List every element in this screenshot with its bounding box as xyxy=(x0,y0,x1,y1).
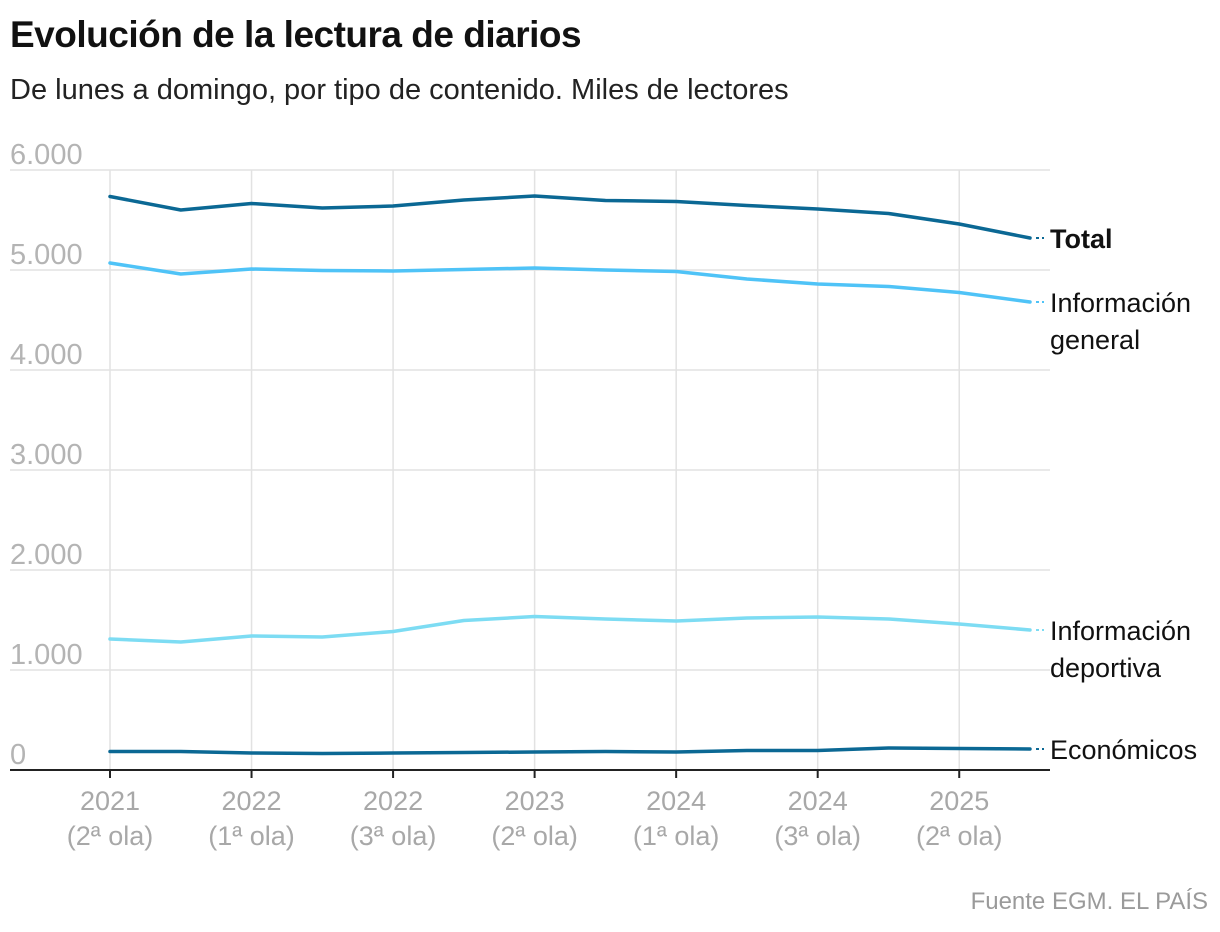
x-tick-label: 2023 xyxy=(505,786,565,816)
series-label-economicos: Económicos xyxy=(1050,735,1197,765)
x-tick-label: 2021 xyxy=(80,786,140,816)
x-tick-label-sub: (2ª ola) xyxy=(916,821,1003,851)
series-label-total: Total xyxy=(1050,224,1113,254)
x-tick-label-sub: (2ª ola) xyxy=(67,821,154,851)
x-tick-label-sub: (1ª ola) xyxy=(633,821,720,851)
x-tick-label-sub: (1ª ola) xyxy=(208,821,295,851)
y-tick-label: 3.000 xyxy=(10,439,83,471)
x-tick-label: 2022 xyxy=(221,786,281,816)
x-tick-label-sub: (3ª ola) xyxy=(350,821,437,851)
source-note: Fuente EGM. EL PAÍS xyxy=(970,888,1208,915)
x-tick-label: 2022 xyxy=(363,786,423,816)
y-tick-label: 6.000 xyxy=(10,139,83,171)
x-tick-label: 2024 xyxy=(788,786,848,816)
series-line-economicos xyxy=(108,746,1032,756)
y-tick-label: 1.000 xyxy=(10,639,83,671)
series-line-deportiva xyxy=(108,614,1032,644)
series-label-deportiva: Información xyxy=(1050,616,1191,646)
y-tick-label: 2.000 xyxy=(10,539,83,571)
x-tick-label: 2024 xyxy=(646,786,706,816)
series-label-general: Información xyxy=(1050,288,1191,318)
y-tick-label: 5.000 xyxy=(10,239,83,271)
chart-title: Evolución de la lectura de diarios xyxy=(10,14,582,55)
series-label-general: general xyxy=(1050,325,1140,355)
series-line-general xyxy=(108,261,1032,304)
series-label-deportiva: deportiva xyxy=(1050,653,1162,683)
y-tick-label: 4.000 xyxy=(10,339,83,371)
x-tick-label-sub: (2ª ola) xyxy=(491,821,578,851)
chart-subtitle: De lunes a domingo, por tipo de contenid… xyxy=(10,74,789,106)
series-line-total xyxy=(108,194,1032,240)
x-tick-label: 2025 xyxy=(929,786,989,816)
y-tick-label: 0 xyxy=(10,739,26,771)
x-tick-label-sub: (3ª ola) xyxy=(774,821,861,851)
